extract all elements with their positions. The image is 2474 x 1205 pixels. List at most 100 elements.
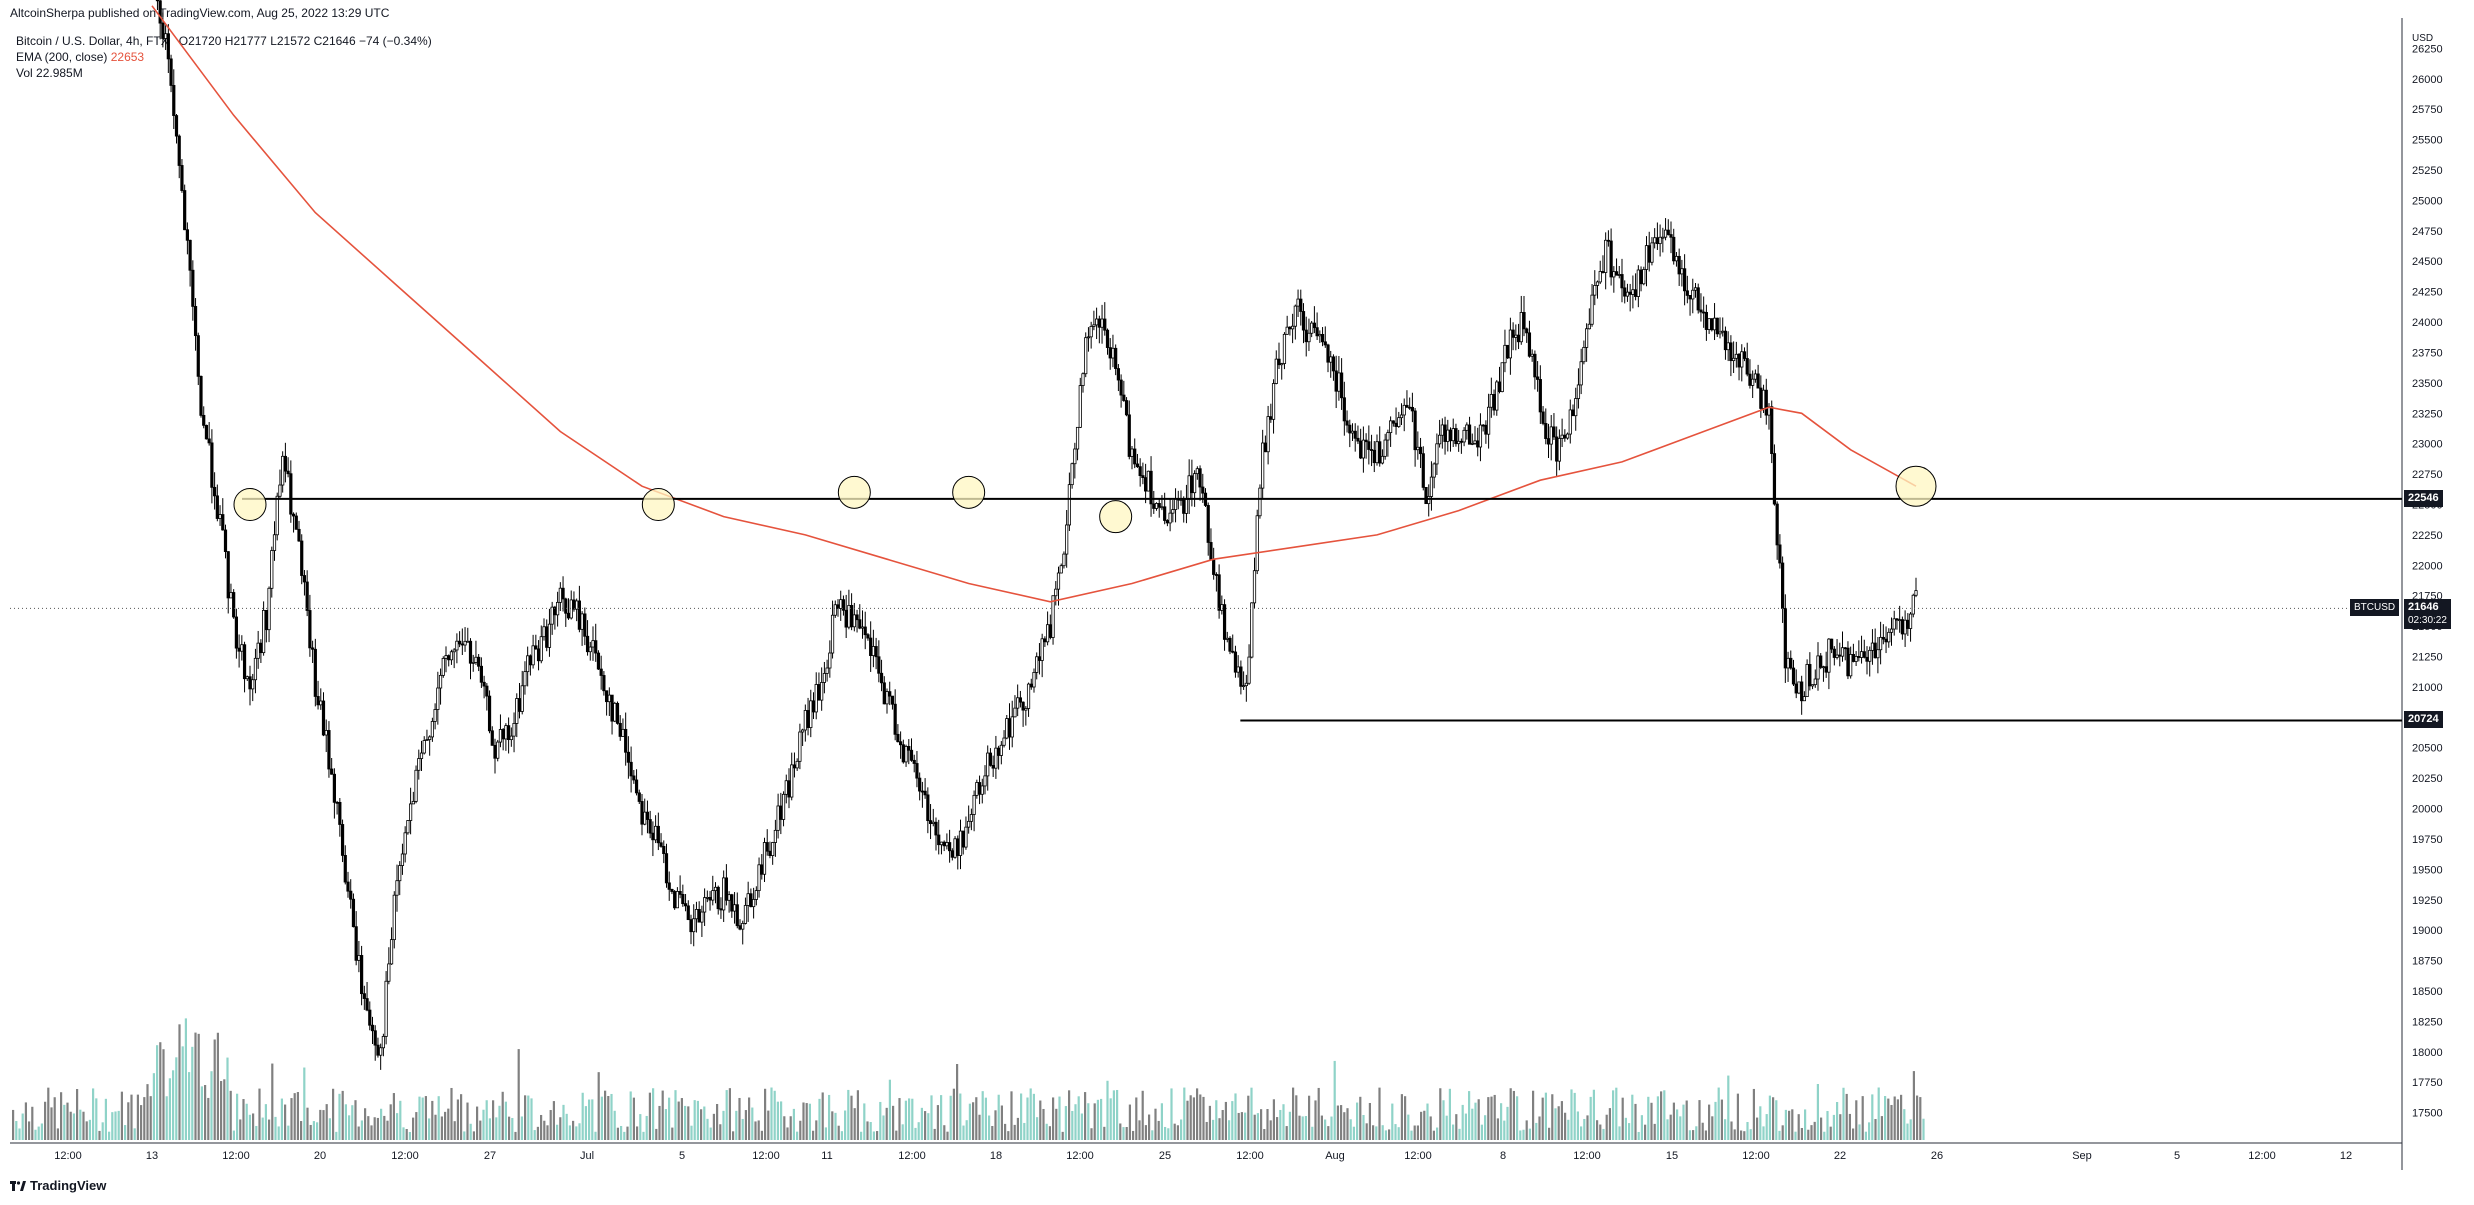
candle-body	[1048, 624, 1052, 638]
time-tick-label: 26	[1931, 1150, 1943, 1162]
volume-bar	[207, 1097, 210, 1140]
candle-body	[1495, 381, 1499, 411]
candle-body	[1021, 701, 1025, 711]
candle-body	[711, 890, 715, 901]
volume-bar	[357, 1126, 360, 1140]
candle-body	[1353, 430, 1357, 439]
candle-body	[1457, 440, 1461, 445]
volume-bar	[1119, 1123, 1122, 1140]
candle-body	[890, 695, 895, 705]
volume-bar	[1685, 1100, 1688, 1140]
volume-bar	[188, 1072, 191, 1140]
volume-bar	[1148, 1114, 1151, 1140]
candle-body	[340, 824, 345, 856]
candle-body	[1503, 344, 1507, 364]
candle-body	[1429, 476, 1434, 497]
volume-bar	[258, 1088, 261, 1140]
candle-body	[1582, 347, 1586, 363]
candle-body	[1892, 618, 1896, 630]
volume-bar	[287, 1125, 290, 1140]
candle-body	[1255, 515, 1259, 572]
volume-bar	[1541, 1097, 1544, 1140]
volume-bar	[1295, 1095, 1298, 1140]
volume-bar	[1352, 1126, 1355, 1140]
candle-body	[1247, 656, 1251, 684]
candle-body	[961, 830, 965, 848]
volume-bar	[309, 1124, 312, 1140]
candle-body	[512, 723, 516, 737]
price-axis[interactable]: 17500 17750 18000 18250 18500 18750 19000 19250…	[2412, 43, 2443, 1119]
candle-body	[1111, 347, 1115, 359]
volume-bar	[402, 1127, 405, 1140]
time-tick-label: 12:00	[898, 1150, 926, 1162]
volume-bar	[1698, 1100, 1701, 1140]
volume-bar	[108, 1131, 111, 1140]
ema-layer	[151, 5, 1917, 603]
volume-bar	[1125, 1127, 1128, 1140]
candle-body	[1127, 414, 1131, 457]
candle-body	[278, 484, 282, 497]
candle-body	[1193, 473, 1197, 494]
candle-body	[1222, 604, 1227, 640]
candle-body	[915, 763, 919, 779]
volume-bar	[1256, 1113, 1259, 1140]
candle-body	[1497, 381, 1502, 393]
candle-body	[403, 832, 407, 855]
volume-bar	[978, 1114, 981, 1140]
volume-bar	[373, 1117, 376, 1140]
time-tick-label: 12:00	[54, 1150, 82, 1162]
volume-bar	[466, 1102, 469, 1140]
volume-line[interactable]: Vol 22.985M	[16, 65, 432, 81]
candle-body	[591, 640, 595, 648]
footer-brand[interactable]: TradingView	[10, 1178, 106, 1193]
time-axis[interactable]: 12:00 13 12:00 20 12:00 27 Jul 5 12:00 11 12:00 18 1…	[54, 1150, 2352, 1162]
volume-bar	[911, 1098, 914, 1140]
volume-bar	[1112, 1090, 1115, 1140]
volume-bar	[620, 1125, 623, 1140]
candle-body	[899, 741, 903, 746]
volume-bar	[1608, 1108, 1611, 1140]
candle-body	[1911, 594, 1915, 615]
candle-body	[379, 1047, 383, 1056]
symbol-line[interactable]: Bitcoin / U.S. Dollar, 4h, FTX O21720 H2…	[16, 33, 432, 49]
time-tick-label: 11	[821, 1150, 832, 1162]
candle-body	[1601, 271, 1605, 273]
candle-body	[1389, 420, 1393, 434]
volume-bar	[47, 1087, 50, 1140]
volume-bar	[1752, 1088, 1755, 1140]
candle-body	[441, 658, 445, 676]
time-tick-label: 12:00	[222, 1150, 250, 1162]
candle-body	[585, 635, 590, 653]
ema-line[interactable]: EMA (200, close) 22653	[16, 49, 432, 65]
candle-body	[1146, 470, 1150, 492]
volume-bar	[965, 1120, 968, 1140]
candle-body	[762, 842, 767, 875]
volume-bar	[1800, 1127, 1803, 1140]
volume-bar	[1621, 1097, 1624, 1140]
candle-body	[874, 646, 878, 658]
candle-body	[1650, 242, 1654, 263]
volume-bar	[869, 1122, 872, 1140]
volume-bar	[101, 1122, 104, 1140]
candle-body	[338, 801, 342, 825]
candle-body	[583, 613, 587, 637]
volume-bar	[760, 1130, 763, 1140]
volume-bar	[1909, 1119, 1912, 1140]
volume-bar	[1416, 1125, 1419, 1140]
candle-body	[351, 898, 356, 928]
volume-bar	[1717, 1087, 1720, 1140]
candle-body	[1478, 424, 1483, 448]
candle-body	[169, 58, 173, 86]
volume-bar	[252, 1113, 255, 1140]
candle-body	[1350, 430, 1355, 434]
volume-bar	[940, 1095, 943, 1140]
volume-bar	[696, 1100, 699, 1140]
price-tick-label: 26000	[2412, 74, 2443, 86]
volume-bar	[648, 1092, 651, 1140]
candle-body	[1533, 353, 1537, 378]
volume-bar	[1250, 1087, 1253, 1140]
volume-bar	[1228, 1120, 1231, 1140]
candle-body	[855, 614, 859, 621]
